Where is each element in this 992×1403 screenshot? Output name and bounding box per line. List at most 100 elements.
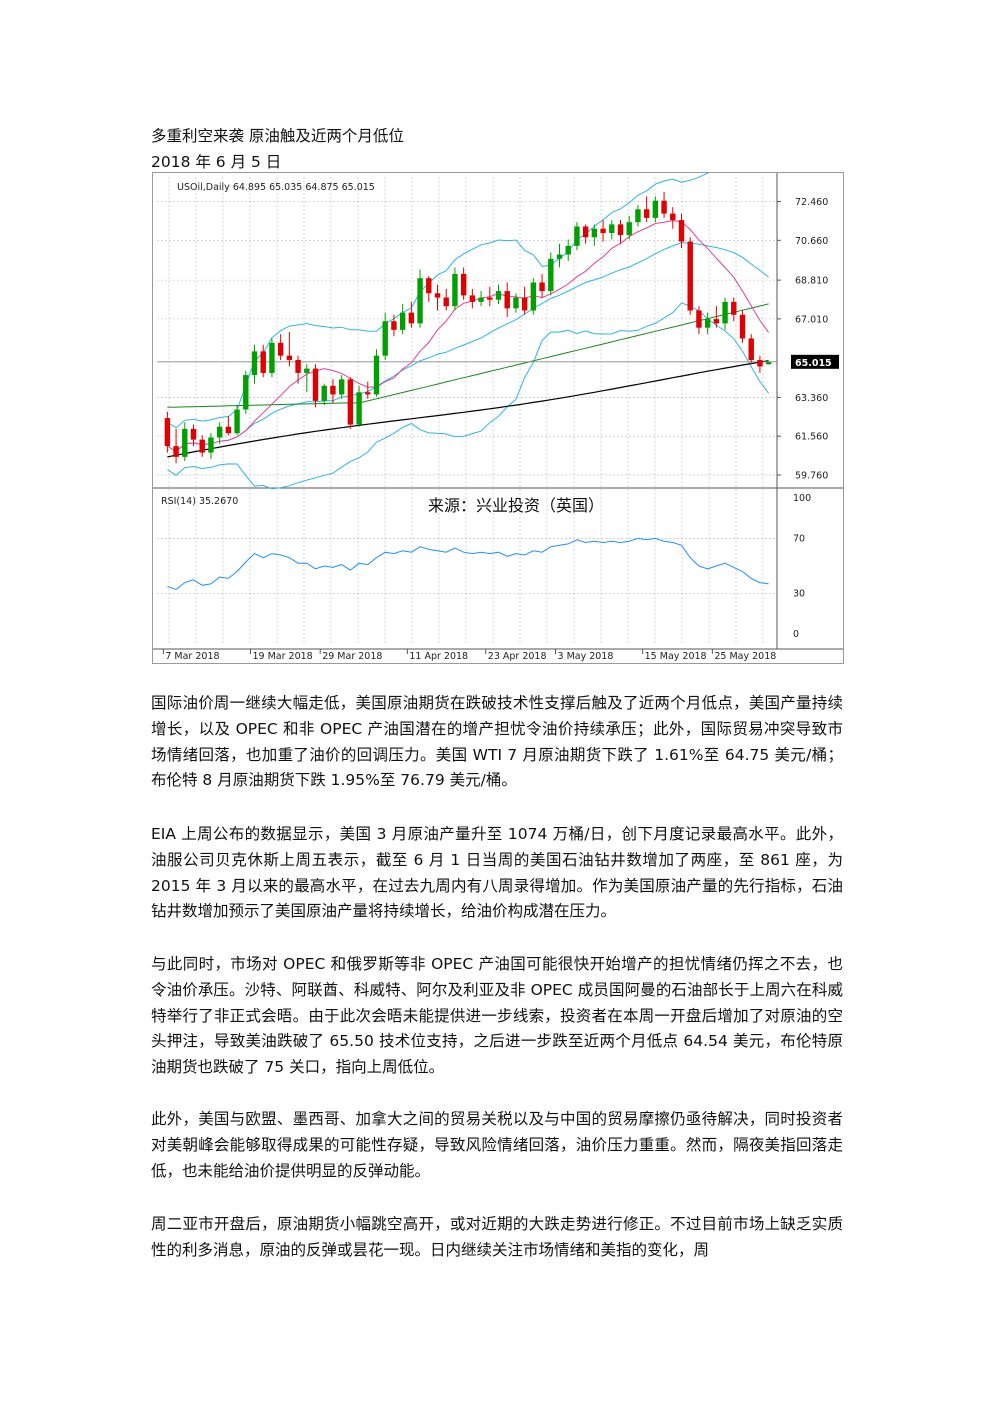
candle [347, 377, 354, 429]
candle-body [417, 278, 423, 324]
candle-body [330, 385, 336, 395]
candle [286, 332, 293, 367]
chart-header: USOil,Daily 64.895 65.035 64.875 65.015 [177, 182, 375, 193]
candle-body [548, 258, 554, 292]
candle-body [556, 254, 563, 259]
candle [190, 424, 197, 447]
candle [539, 273, 545, 298]
price-tick-label: 67.010 [795, 314, 828, 325]
candle-body [225, 426, 232, 434]
candle [417, 269, 423, 328]
candle-body [356, 392, 362, 425]
rsi-tick-label: 30 [793, 589, 805, 600]
candle-body [617, 224, 624, 236]
candle-body [399, 312, 406, 330]
candle [338, 375, 345, 399]
candle-body [338, 379, 345, 395]
price-tick-label: 68.810 [795, 276, 828, 287]
candle-body [426, 278, 432, 294]
candle [591, 224, 598, 246]
candle-body [626, 222, 632, 236]
candle-body [670, 213, 676, 221]
candle-body [521, 297, 528, 311]
paragraph-1: 国际油价周一继续大幅走低，美国原油期货在跌破技术性支撑后触及了近两个月低点，美国… [151, 694, 843, 790]
candle [722, 297, 728, 330]
candle [434, 284, 441, 311]
candle [164, 411, 171, 453]
candle [521, 286, 528, 315]
bollinger-upper-line [167, 173, 710, 429]
candle [478, 291, 484, 307]
candle-body [295, 359, 301, 373]
candle [234, 405, 240, 436]
candle [617, 220, 624, 244]
candle-body [765, 362, 772, 365]
candle [225, 415, 232, 436]
bollinger-lower-line [167, 302, 770, 490]
chart-canvas: 72.460 70.660 68.810 67.010 63.360 61.560 59.7… [153, 173, 843, 662]
candle-body [696, 310, 702, 328]
date-tick-label: 3 May 2018 [558, 651, 614, 662]
candle-body [373, 355, 380, 395]
candle-body [478, 297, 484, 302]
paragraph-5: 周二亚市开盘后，原油期货小幅跳空高开，或对近期的大跌走势进行修正。不过目前市场上… [151, 1215, 843, 1259]
candle-body [722, 301, 728, 324]
candle-body [164, 418, 171, 447]
candle [609, 220, 615, 240]
candle [678, 213, 685, 249]
candle-body [495, 291, 502, 300]
candle [600, 220, 606, 242]
candle [469, 288, 476, 309]
candle [661, 192, 667, 218]
candle-body [591, 228, 598, 238]
candle [556, 243, 563, 268]
candle-body [469, 295, 476, 302]
candle [530, 278, 537, 315]
candle [182, 422, 188, 462]
candle [330, 379, 336, 404]
candle [216, 422, 223, 444]
candle-body [269, 342, 275, 373]
candle [199, 435, 205, 457]
candle [643, 196, 650, 223]
candle-body [443, 297, 449, 307]
last-price-box [791, 354, 839, 369]
candle-body [739, 314, 746, 339]
candle [574, 222, 580, 251]
oil-price-chart: 72.460 70.660 68.810 67.010 63.360 61.560 59.7… [152, 172, 844, 664]
candle-body [713, 319, 720, 324]
candle-body [513, 297, 519, 309]
candle [513, 293, 519, 313]
bollinger-middle-line [167, 242, 769, 453]
candle-body [565, 245, 571, 255]
candle [565, 239, 571, 261]
candle-body [530, 282, 537, 311]
price-tick-label: 72.460 [795, 197, 828, 208]
candle [626, 215, 632, 240]
moving-average-slow-line [167, 360, 769, 458]
candle-body [582, 226, 589, 238]
candle-body [504, 291, 510, 309]
candle-body [216, 426, 223, 438]
candle-body [704, 319, 711, 328]
date-tick-label: 11 Apr 2018 [409, 651, 468, 662]
date-tick-label: 29 Mar 2018 [322, 651, 382, 662]
candle-body [391, 321, 397, 330]
candle-body [643, 209, 650, 218]
price-tick-label: 59.760 [795, 470, 828, 481]
candle [504, 282, 510, 317]
rsi-panel: 100 70 30 0 [167, 493, 811, 640]
candle-body [365, 392, 371, 395]
candle-body [243, 375, 249, 410]
candle-body [260, 351, 266, 373]
candle-body [574, 226, 580, 246]
candle-body [748, 338, 754, 360]
moving-average-mid-line [167, 303, 769, 408]
candle [443, 288, 449, 311]
rsi-label: RSI(14) 35.2670 [161, 496, 238, 507]
candle [713, 306, 720, 328]
candle [243, 370, 249, 414]
source-note: 来源：兴业投资（英国） [428, 496, 604, 515]
candle [251, 344, 258, 384]
last-price-label: 65.015 [795, 358, 832, 369]
